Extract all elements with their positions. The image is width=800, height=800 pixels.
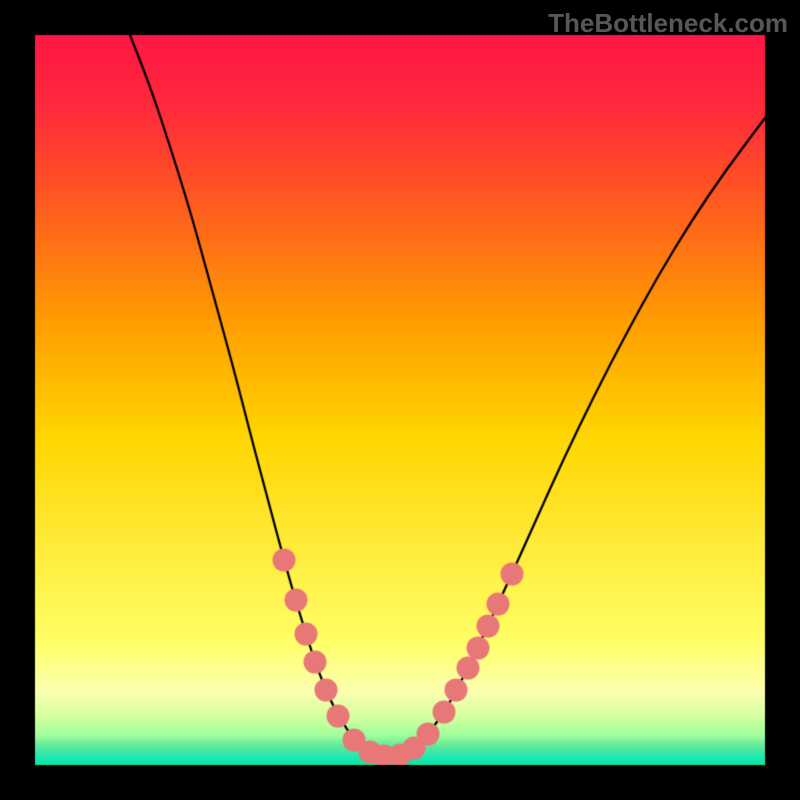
- watermark-text: TheBottleneck.com: [548, 8, 788, 39]
- chart-container: TheBottleneck.com: [0, 0, 800, 800]
- bottleneck-curve-chart: [0, 0, 800, 800]
